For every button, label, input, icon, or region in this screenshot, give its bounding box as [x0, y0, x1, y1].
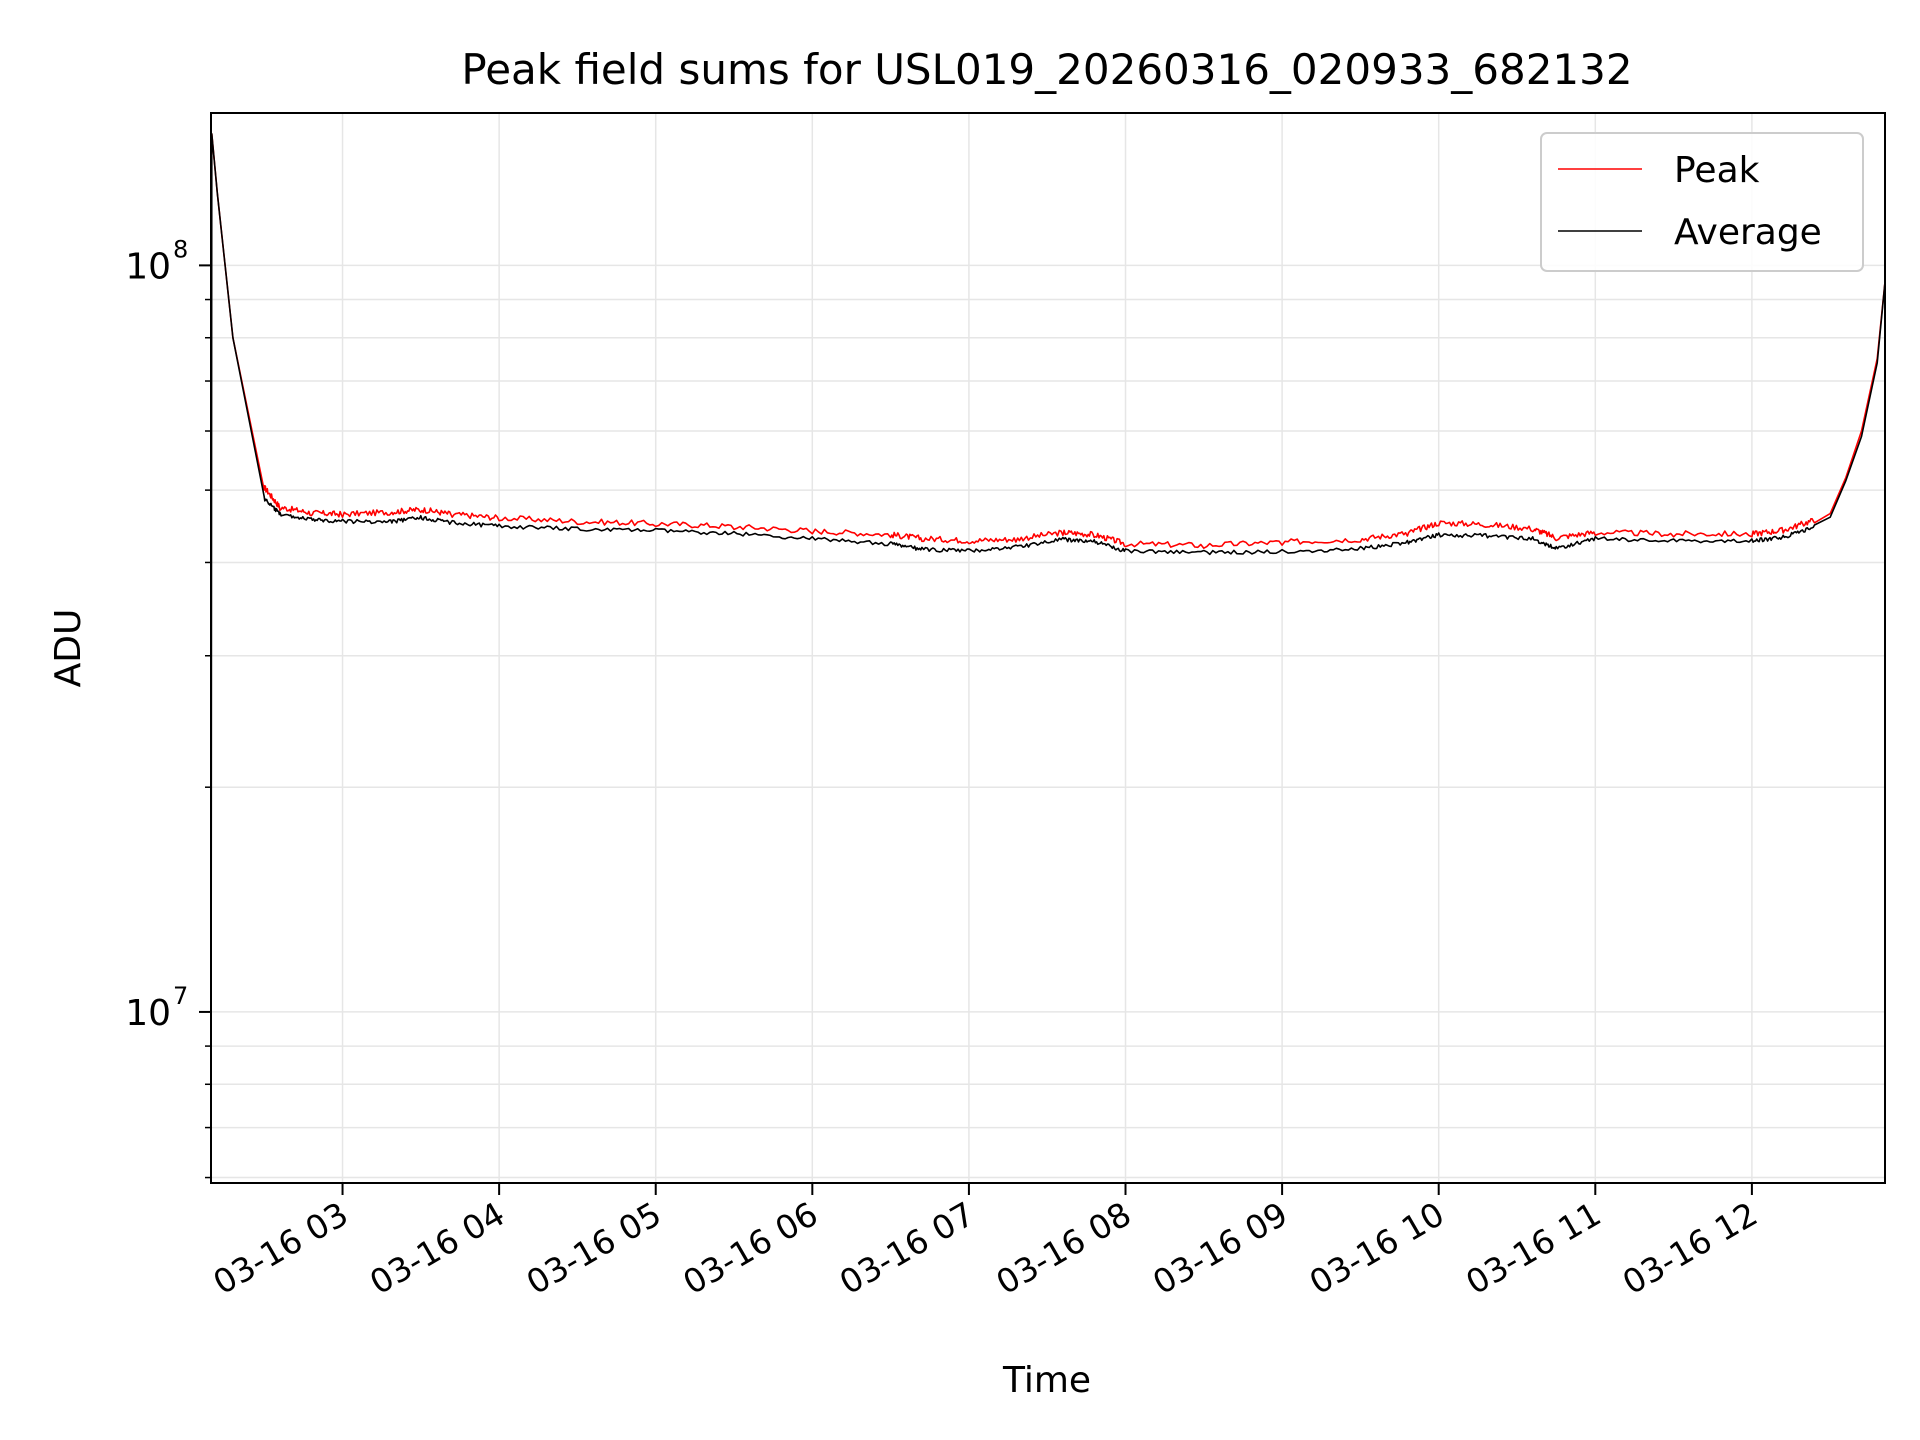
chart-title: Peak field sums for USL019_20260316_0209… — [461, 45, 1632, 94]
y-axis-label: ADU — [48, 609, 89, 688]
grid-lines — [211, 113, 1885, 1183]
y-tick-label-exponent: 7 — [173, 982, 188, 1010]
y-tick-label-base: 10 — [125, 246, 171, 287]
series-line-peak — [211, 133, 1885, 549]
series-line-average — [211, 133, 1885, 1178]
plot-frame — [210, 112, 1886, 1184]
legend-label-peak: Peak — [1674, 150, 1760, 191]
legend: Peak Average — [1540, 132, 1864, 272]
plot-series — [211, 133, 1885, 1178]
legend-box — [1540, 132, 1864, 272]
y-tick-label-exponent: 8 — [173, 235, 188, 263]
x-axis-label: Time — [1002, 1360, 1091, 1401]
y-tick-label-base: 10 — [125, 993, 171, 1034]
legend-label-average: Average — [1674, 212, 1822, 253]
